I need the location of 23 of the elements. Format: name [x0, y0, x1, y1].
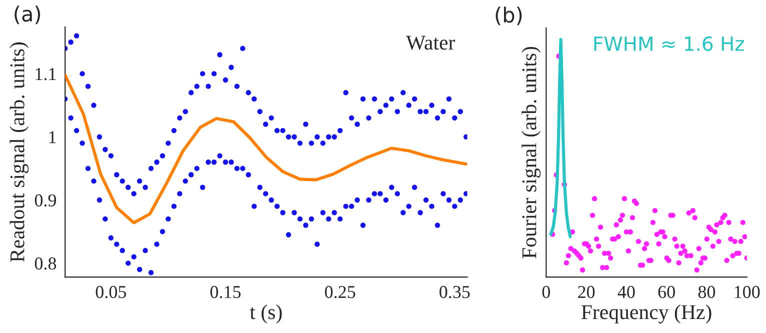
- x-tick-label: 20: [578, 286, 595, 298]
- x-axis-title: Frequency (Hz): [581, 304, 712, 324]
- y-tick-label: 1: [49, 131, 56, 144]
- x-tick-label: 100: [734, 286, 760, 298]
- chart-title: (a): [14, 6, 40, 24]
- x-tick-label: 40: [618, 286, 635, 298]
- x-tick-label: 0: [542, 286, 550, 298]
- x-axis-title: t (s): [250, 304, 282, 324]
- annotation: Water: [406, 36, 456, 50]
- series-label: FWHM ≈ 1.6 Hz: [594, 36, 744, 52]
- y-tick-label: 1.1: [36, 68, 56, 80]
- x-tick-label: 60: [658, 286, 675, 298]
- y-axis-title: Readout signal (arb. units): [10, 42, 29, 262]
- x-tick-label: 0.05: [96, 286, 126, 298]
- x-tick-label: 0.35: [440, 286, 470, 298]
- line-series: [65, 73, 468, 224]
- x-tick-label: 0.15: [210, 286, 241, 298]
- chart-title: (b): [496, 6, 522, 26]
- x-tick-label: 0.25: [324, 286, 356, 298]
- y-tick-label: 0.8: [34, 257, 56, 270]
- y-tick-label: 0.9: [34, 194, 56, 207]
- x-tick-label: 80: [698, 286, 716, 298]
- y-axis-title: Fourier signal (arb. units): [522, 46, 541, 258]
